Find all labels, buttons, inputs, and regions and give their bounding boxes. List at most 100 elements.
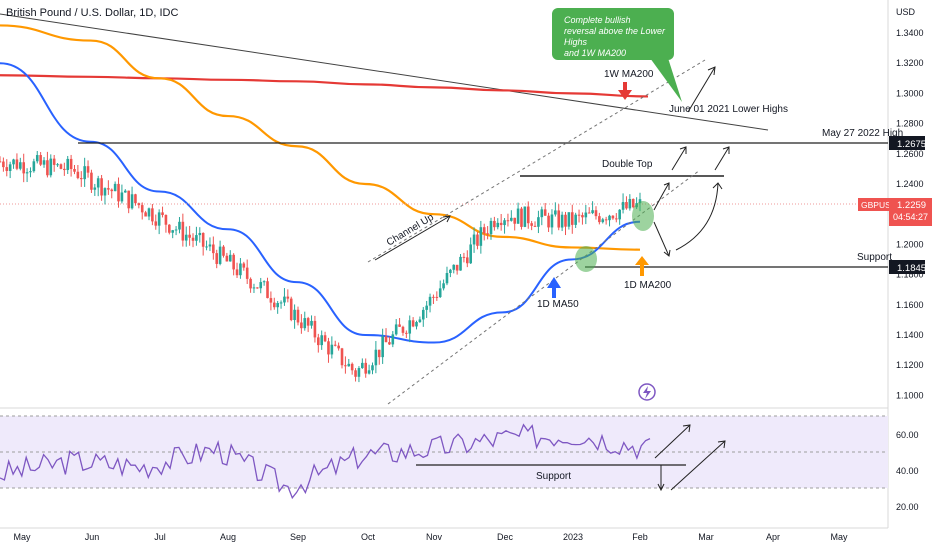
candle-body (466, 257, 469, 264)
time-tick-label: Dec (497, 532, 514, 542)
price-tick-label: 1.2400 (896, 179, 924, 189)
candle-body (526, 206, 530, 224)
candle-body (513, 217, 517, 224)
candle-body (381, 336, 384, 358)
candle-body (449, 269, 452, 273)
time-tick-label: Feb (632, 532, 648, 542)
candle-body (459, 256, 462, 271)
candle-body (510, 217, 513, 221)
candle-body (303, 318, 307, 329)
time-tick-label: Nov (426, 532, 443, 542)
price-tick-label: 1.1400 (896, 330, 924, 340)
rsi-tick-label: 60.00 (896, 430, 919, 440)
candle-body (435, 296, 439, 298)
candle-body (567, 212, 571, 227)
candle-body (330, 344, 334, 355)
candle-body (49, 158, 53, 176)
ma200-1d-line (0, 24, 641, 251)
candle-body (195, 235, 198, 241)
candle-body (628, 198, 632, 209)
callout-line-1: Complete bullish (564, 15, 631, 25)
candle-body (147, 208, 151, 217)
candle-body (228, 254, 232, 262)
callout-pointer (650, 58, 682, 102)
candle-body (344, 365, 347, 367)
price-tick-label: 1.3400 (896, 28, 924, 38)
lower-highs-label: June 01 2021 Lower Highs (669, 104, 788, 115)
candle-body (164, 215, 168, 225)
candle-body (516, 208, 520, 224)
time-tick-label: Oct (361, 532, 376, 542)
lightning-icon[interactable] (638, 383, 656, 401)
candle-body (418, 319, 422, 323)
candle-body (625, 202, 628, 209)
candle-body (394, 324, 398, 335)
candle-body (191, 237, 195, 241)
candle-body (59, 164, 63, 169)
candle-body (313, 320, 317, 338)
candle-body (90, 172, 93, 190)
price-tick-label: 1.2000 (896, 239, 924, 249)
rsi-tick-label: 20.00 (896, 502, 919, 512)
candlesticks (0, 151, 642, 383)
candle-body (367, 370, 371, 374)
candle-body (76, 171, 80, 179)
candle-body (96, 178, 100, 188)
ma-touch-circle-2 (632, 201, 654, 231)
symbol-badge (858, 198, 894, 211)
candle-body (137, 203, 141, 206)
time-tick-label: Jun (85, 532, 100, 542)
candle-body (184, 234, 188, 241)
candle-body (594, 210, 598, 217)
candle-body (296, 309, 300, 323)
candle-body (476, 234, 479, 246)
candle-body (205, 246, 208, 248)
ma200-1w-line (0, 74, 649, 98)
candle-body (347, 363, 351, 367)
candle-body (79, 178, 83, 180)
candle-body (425, 305, 428, 310)
symbol-label: GBPUSD (861, 200, 897, 210)
candle-body (554, 210, 557, 215)
candle-body (286, 296, 290, 299)
rsi-line (0, 423, 651, 500)
candle-body (262, 281, 266, 283)
candle-body (8, 164, 12, 171)
candle-body (93, 187, 97, 190)
candle-body (113, 183, 117, 192)
candle-body (388, 342, 391, 345)
candle-body (151, 208, 154, 222)
candle-body (252, 287, 256, 289)
candle-body (272, 302, 276, 308)
candle-body (161, 212, 164, 216)
candle-body (317, 337, 320, 346)
candle-body (293, 309, 296, 321)
candle-body (127, 190, 130, 209)
candle-body (374, 349, 378, 366)
candle-body (42, 160, 46, 165)
candle-body (340, 348, 344, 366)
candle-body (577, 214, 581, 216)
candle-body (405, 332, 408, 334)
candle-body (550, 214, 554, 228)
candle-body (52, 158, 56, 165)
candle-body (15, 159, 19, 169)
candle-body (0, 161, 2, 163)
candle-body (107, 188, 110, 190)
candle-body (22, 162, 26, 174)
candle-body (408, 320, 412, 334)
candle-body (432, 296, 435, 298)
candle-body (638, 199, 642, 204)
candle-body (188, 234, 191, 238)
candle-body (222, 246, 225, 256)
candle-body (140, 205, 144, 213)
candle-body (134, 194, 137, 204)
price-tick-label: 1.3200 (896, 58, 924, 68)
candle-body (73, 168, 76, 172)
candle-body (157, 212, 161, 226)
price-tick-label: 1.1000 (896, 390, 924, 400)
candle-body (621, 202, 625, 210)
time-tick-label: Sep (290, 532, 306, 542)
candle-body (63, 168, 66, 171)
